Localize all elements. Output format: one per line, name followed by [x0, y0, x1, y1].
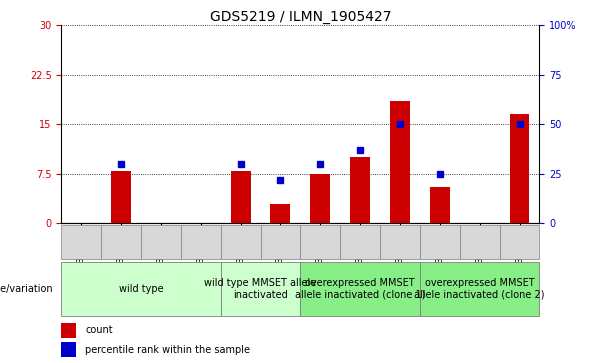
- Bar: [261, 225, 300, 259]
- Bar: [420, 225, 460, 259]
- Text: overexpressed MMSET
allele inactivated (clone 1): overexpressed MMSET allele inactivated (…: [295, 278, 425, 300]
- Bar: [300, 225, 340, 259]
- Bar: [181, 225, 221, 259]
- Bar: [420, 262, 539, 316]
- Text: wild type MMSET allele
inactivated: wild type MMSET allele inactivated: [204, 278, 317, 300]
- Bar: [430, 187, 450, 223]
- Text: wild type: wild type: [119, 284, 163, 294]
- Text: count: count: [85, 325, 113, 335]
- Bar: [270, 204, 291, 223]
- Bar: [380, 225, 420, 259]
- Bar: [61, 342, 75, 357]
- Bar: [61, 323, 75, 338]
- Title: GDS5219 / ILMN_1905427: GDS5219 / ILMN_1905427: [210, 11, 391, 24]
- Bar: [500, 225, 539, 259]
- Text: percentile rank within the sample: percentile rank within the sample: [85, 344, 250, 355]
- Bar: [61, 262, 221, 316]
- Bar: [310, 174, 330, 223]
- Bar: [221, 262, 300, 316]
- Bar: [221, 225, 261, 259]
- Bar: [230, 171, 251, 223]
- Bar: [350, 157, 370, 223]
- Bar: [460, 225, 500, 259]
- Bar: [390, 101, 410, 223]
- Text: overexpressed MMSET
allele inactivated (clone 2): overexpressed MMSET allele inactivated (…: [414, 278, 545, 300]
- Bar: [111, 171, 131, 223]
- Bar: [300, 262, 420, 316]
- Bar: [340, 225, 380, 259]
- Bar: [61, 225, 101, 259]
- Text: genotype/variation: genotype/variation: [0, 284, 53, 294]
- Bar: [101, 225, 141, 259]
- Bar: [509, 114, 530, 223]
- Bar: [141, 225, 181, 259]
